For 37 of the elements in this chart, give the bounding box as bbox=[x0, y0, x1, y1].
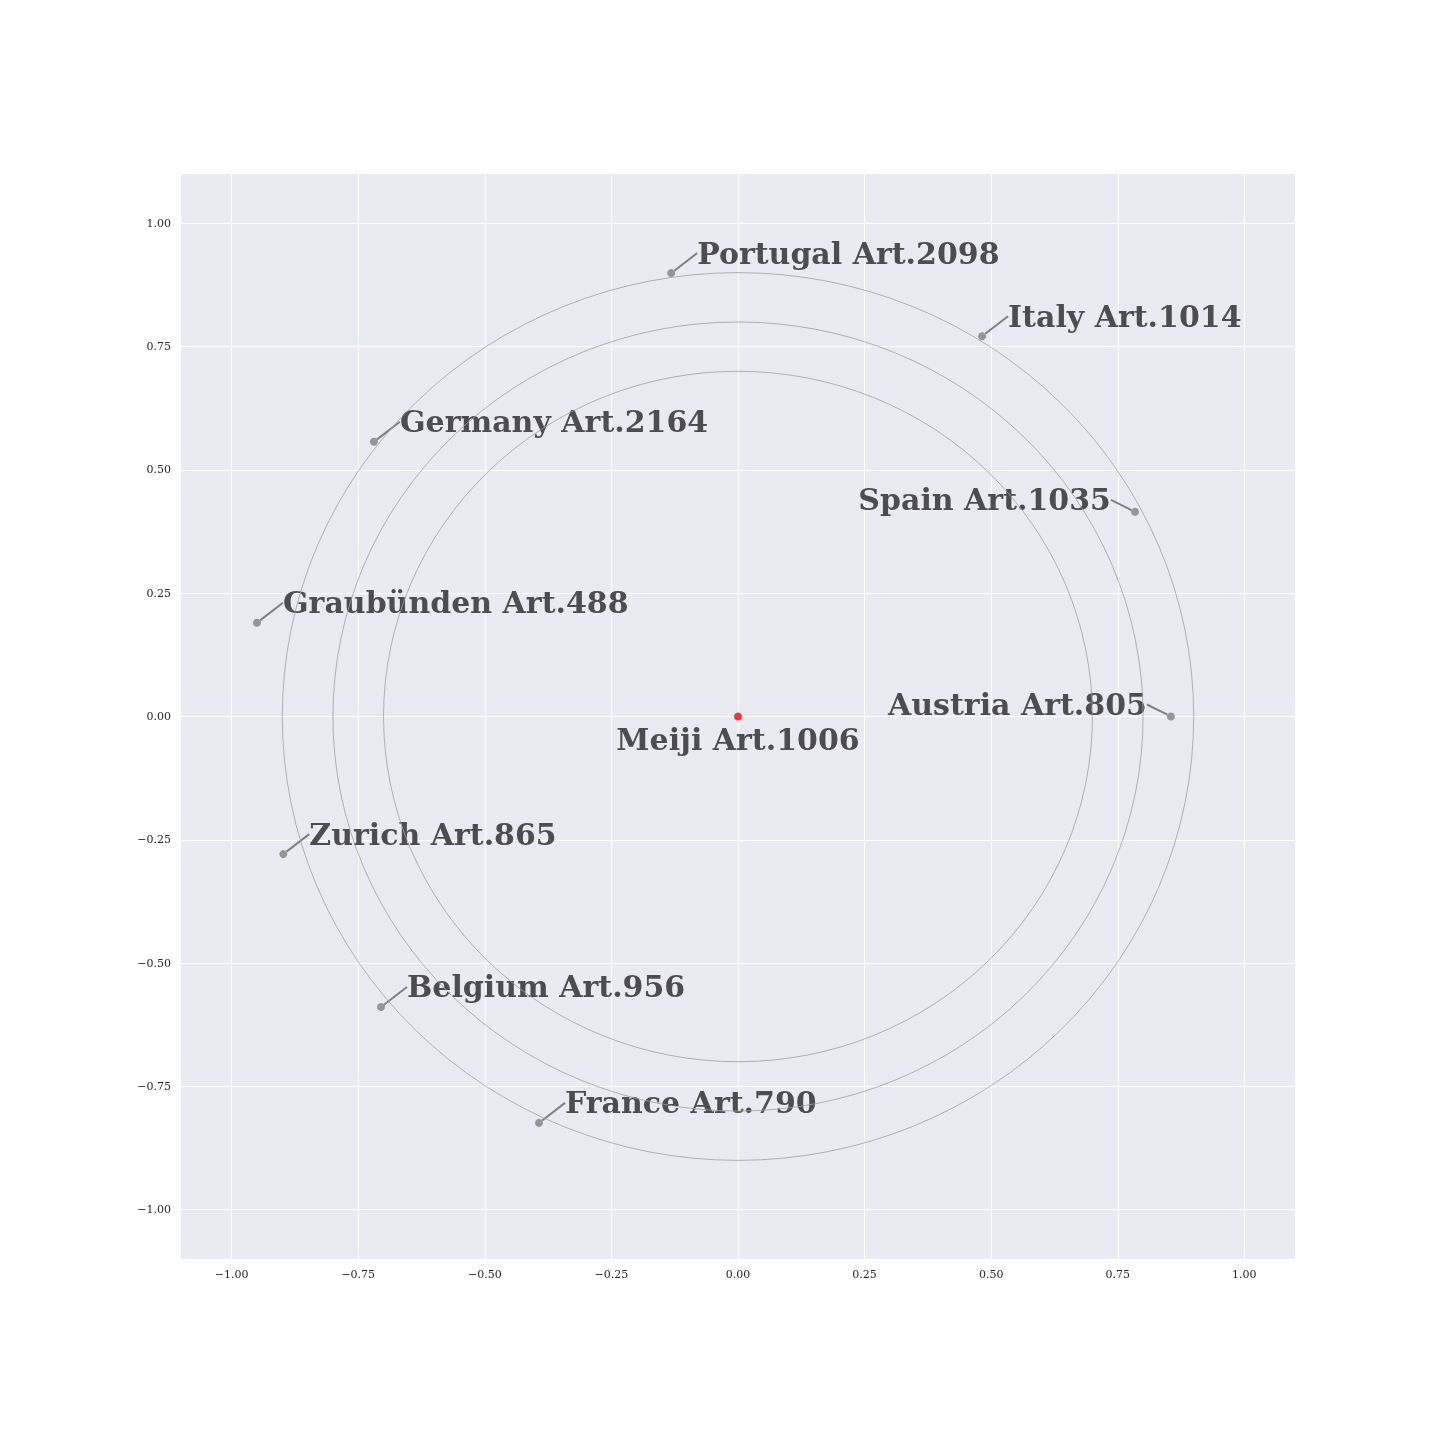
x-tick-label: 0.00 bbox=[725, 1268, 751, 1281]
point bbox=[535, 1118, 543, 1127]
point bbox=[667, 269, 676, 278]
x-tick-label: 0.25 bbox=[852, 1268, 877, 1281]
annotation: Zurich Art.865 bbox=[309, 816, 557, 852]
y-tick-label: 0.00 bbox=[146, 710, 171, 723]
x-tick-label: 1.00 bbox=[1232, 1268, 1257, 1281]
annotation: Graubünden Art.488 bbox=[282, 585, 629, 621]
point bbox=[978, 332, 987, 341]
annotation: Meiji Art.1006 bbox=[616, 722, 860, 757]
annotation: Spain Art.1035 bbox=[858, 482, 1111, 518]
y-tick-label: −0.50 bbox=[137, 956, 171, 970]
point bbox=[252, 618, 261, 627]
annotation: Belgium Art.956 bbox=[407, 969, 686, 1005]
x-tick-label: 0.50 bbox=[978, 1268, 1004, 1281]
y-tick-label: 0.75 bbox=[146, 340, 171, 354]
x-tick-label: −0.25 bbox=[594, 1268, 629, 1281]
annotation: Portugal Art.2098 bbox=[697, 235, 1000, 271]
annotation: Italy Art.1014 bbox=[1008, 298, 1242, 334]
y-tick-label: −0.75 bbox=[137, 1079, 171, 1093]
point bbox=[1131, 507, 1139, 516]
point bbox=[279, 850, 288, 859]
point bbox=[377, 1002, 386, 1011]
x-tick-label: −0.75 bbox=[341, 1268, 376, 1281]
y-tick-label: 1.00 bbox=[146, 216, 171, 230]
annotation: Germany Art.2164 bbox=[399, 404, 709, 440]
x-tick-label: −1.00 bbox=[214, 1268, 249, 1281]
x-tick-label: −0.50 bbox=[467, 1268, 502, 1281]
point bbox=[369, 437, 378, 446]
y-tick-label: 0.50 bbox=[146, 463, 171, 477]
y-tick-label: 0.25 bbox=[146, 586, 171, 600]
x-tick-label: 0.75 bbox=[1105, 1268, 1131, 1281]
annotation: Austria Art.805 bbox=[887, 687, 1147, 722]
y-tick-label: −0.25 bbox=[137, 833, 171, 847]
point bbox=[1166, 712, 1175, 721]
y-tick-label: −1.00 bbox=[137, 1203, 171, 1217]
annotation: France Art.790 bbox=[565, 1085, 817, 1121]
